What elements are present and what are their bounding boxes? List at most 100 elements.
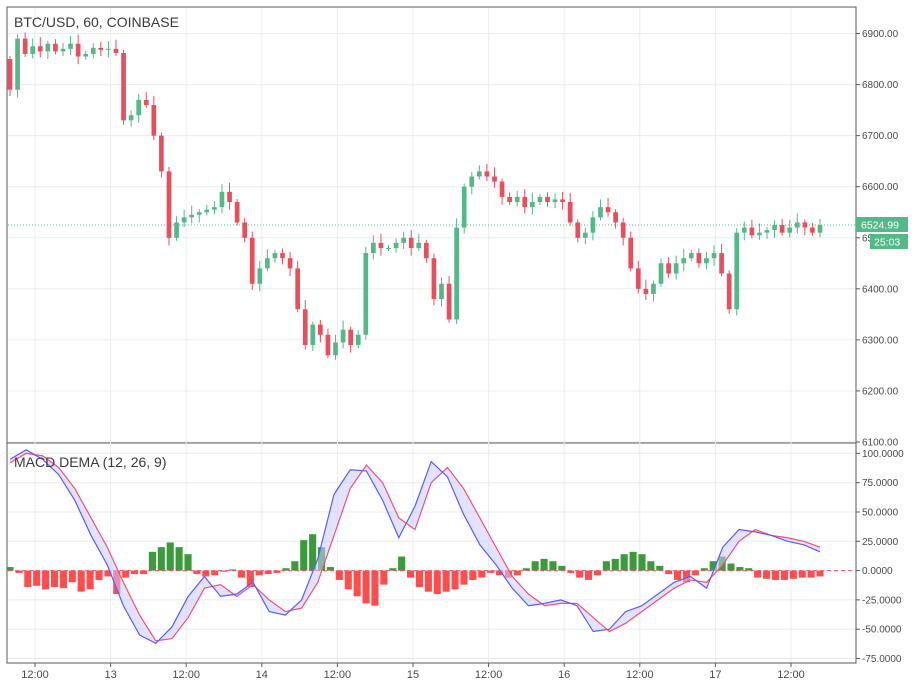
candle bbox=[196, 209, 202, 223]
candle bbox=[166, 166, 172, 246]
candle-body bbox=[446, 283, 452, 320]
candle-body bbox=[83, 53, 89, 57]
macd-y-tick-label: 0.0000 bbox=[862, 566, 893, 577]
candle bbox=[333, 334, 338, 360]
histogram-bar bbox=[264, 570, 272, 575]
candle bbox=[620, 217, 626, 246]
histogram-bar bbox=[602, 561, 610, 571]
histogram-bar bbox=[157, 547, 165, 571]
candle bbox=[37, 37, 43, 58]
last-price-marker: 6524.99 25:03 bbox=[856, 217, 908, 249]
histogram-bar bbox=[184, 554, 192, 571]
candle-body bbox=[605, 207, 611, 213]
candle bbox=[393, 238, 399, 253]
histogram-bar bbox=[406, 570, 415, 578]
candle bbox=[613, 209, 618, 229]
histogram-bar bbox=[611, 558, 619, 571]
candle bbox=[529, 192, 535, 215]
candle bbox=[704, 252, 709, 270]
histogram-bar bbox=[139, 570, 148, 575]
candle-body bbox=[287, 258, 293, 269]
candle-body bbox=[651, 283, 656, 294]
candle bbox=[249, 231, 255, 290]
candle bbox=[318, 319, 323, 343]
candle-body bbox=[590, 217, 596, 233]
y-tick-label: 6700.00 bbox=[862, 131, 899, 142]
candle-body bbox=[401, 237, 406, 243]
histogram-bar bbox=[771, 570, 780, 580]
candle-body bbox=[333, 342, 338, 356]
candle-body bbox=[159, 135, 164, 172]
candle-body bbox=[128, 115, 134, 121]
histogram-bar bbox=[6, 567, 14, 571]
histogram-bar bbox=[335, 570, 343, 580]
candle bbox=[7, 55, 13, 96]
candle-body bbox=[53, 43, 58, 52]
candle-body bbox=[189, 214, 195, 218]
last-price-badge bbox=[856, 217, 908, 232]
histogram-bar bbox=[674, 570, 682, 580]
candle-body bbox=[749, 227, 755, 236]
histogram-bar bbox=[638, 554, 646, 571]
candle-body bbox=[136, 99, 142, 116]
candle-body bbox=[416, 242, 422, 248]
candle bbox=[159, 132, 164, 178]
histogram-bar bbox=[780, 570, 788, 580]
macd-y-tick-label: 25.0000 bbox=[862, 537, 899, 548]
x-tick-label: 12:00 bbox=[21, 669, 49, 681]
histogram-bar bbox=[442, 570, 450, 592]
histogram-bar bbox=[763, 570, 771, 579]
macd-series bbox=[6, 449, 855, 644]
y-tick-label: 6100.00 bbox=[862, 438, 899, 449]
candle bbox=[590, 211, 596, 241]
candle-body bbox=[643, 288, 649, 294]
candle-body bbox=[424, 242, 429, 259]
histogram-bar bbox=[220, 570, 228, 572]
candle bbox=[802, 219, 808, 236]
histogram-bar bbox=[309, 534, 317, 571]
histogram-bar bbox=[389, 568, 397, 571]
candle bbox=[582, 228, 588, 244]
candle-body bbox=[757, 232, 762, 236]
candle bbox=[90, 43, 96, 59]
x-tick-label: 12:00 bbox=[172, 669, 200, 681]
x-tick-label: 15 bbox=[407, 669, 419, 681]
candle-body bbox=[620, 222, 626, 238]
macd-line bbox=[9, 449, 821, 644]
candle bbox=[469, 171, 475, 195]
histogram-bar bbox=[745, 568, 753, 571]
histogram-bar bbox=[131, 570, 139, 575]
candle-body bbox=[60, 48, 66, 52]
candle bbox=[181, 209, 187, 228]
candle-body bbox=[741, 227, 747, 233]
histogram-bar bbox=[700, 568, 708, 571]
histogram-bar bbox=[228, 569, 237, 571]
candle bbox=[492, 167, 497, 188]
candle-body bbox=[68, 43, 73, 49]
candle-body bbox=[567, 202, 573, 223]
candle-body bbox=[302, 309, 308, 345]
histogram-bar bbox=[727, 563, 735, 571]
histogram-bar bbox=[326, 567, 334, 571]
candle bbox=[628, 231, 634, 272]
histogram-bar bbox=[59, 570, 67, 589]
candle bbox=[98, 41, 104, 56]
candle-body bbox=[658, 263, 664, 284]
histogram-bar bbox=[24, 570, 32, 587]
histogram-bar bbox=[300, 540, 308, 571]
candle bbox=[810, 222, 815, 236]
candle bbox=[666, 257, 671, 279]
candle bbox=[189, 205, 195, 224]
x-tick-label: 12:00 bbox=[324, 669, 352, 681]
last-price-value: 6524.99 bbox=[861, 220, 899, 232]
candle-body bbox=[227, 191, 232, 203]
candle-body bbox=[393, 242, 399, 248]
macd-y-tick-label: 75.0000 bbox=[862, 478, 899, 489]
candle bbox=[295, 260, 301, 313]
histogram-bar bbox=[576, 570, 584, 578]
histogram-bar bbox=[202, 570, 210, 577]
y-tick-label: 6800.00 bbox=[862, 80, 899, 91]
candle-body bbox=[121, 52, 126, 121]
histogram-bar bbox=[42, 570, 50, 590]
